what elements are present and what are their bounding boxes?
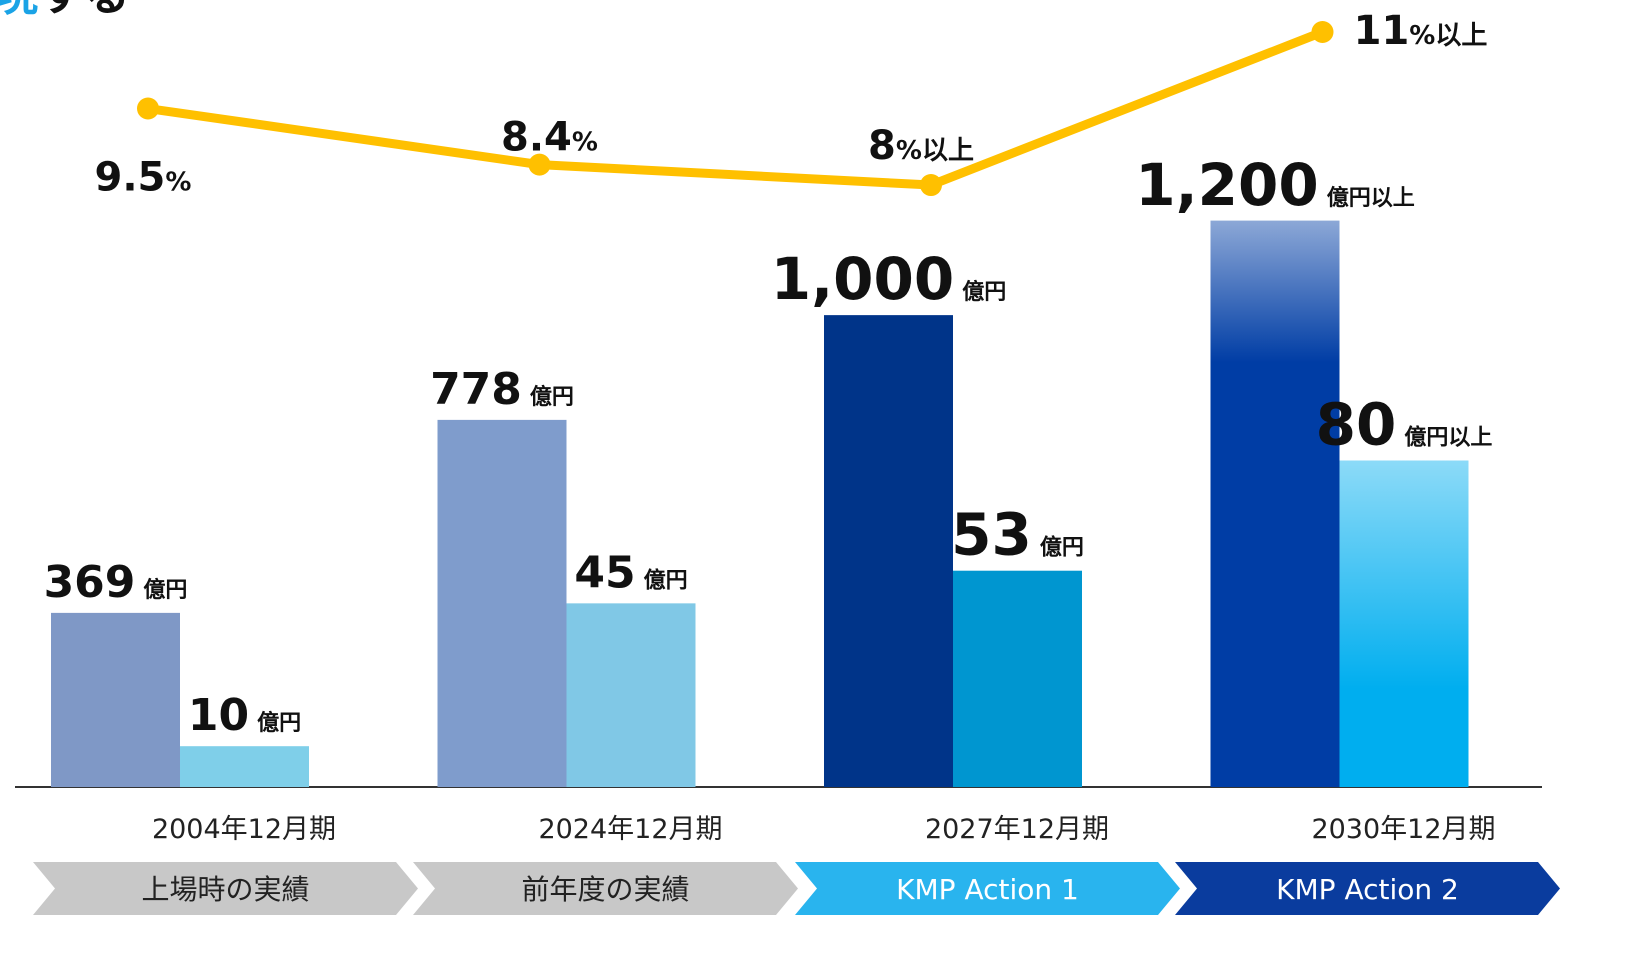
value-label: 1,200	[1135, 151, 1318, 219]
phase-arrow	[33, 862, 418, 915]
value-label: 9.5	[95, 155, 166, 201]
bar-label: 80 億円以上	[1316, 391, 1493, 459]
line-label: 8%以上	[868, 123, 974, 169]
phase-label: KMP Action 2	[1276, 873, 1459, 906]
value-label: 11	[1354, 8, 1410, 54]
unit-label: %以上	[1409, 21, 1487, 51]
phase-arrow	[1175, 862, 1560, 915]
title: 現する	[0, 0, 130, 21]
line	[147, 27, 1325, 190]
bar-label: 1,000 億円	[771, 245, 1006, 313]
title-rest: する	[38, 0, 130, 21]
unit-label: 億円	[644, 567, 688, 593]
unit-label: %	[165, 168, 191, 198]
unit-label: 億円	[530, 384, 574, 410]
bar	[437, 419, 567, 787]
line-point	[528, 153, 551, 176]
unit-label: %	[572, 128, 598, 158]
phase-label: KMP Action 1	[896, 873, 1079, 906]
value-label: 45	[574, 547, 635, 598]
phase-arrow	[795, 862, 1180, 915]
unit-label: 億円	[1040, 535, 1084, 561]
bar-label: 369 億円	[44, 557, 188, 608]
bar-sheen	[1210, 220, 1340, 363]
unit-label: 億円	[143, 577, 187, 603]
bar	[180, 746, 309, 787]
line-label: 9.5%	[95, 155, 192, 201]
line-label: 11%以上	[1354, 8, 1488, 54]
bar-label: 53 億円	[951, 501, 1084, 569]
value-label: 778	[430, 364, 522, 415]
unit-label: 億円以上	[1404, 425, 1492, 451]
unit-label: 億円以上	[1327, 185, 1415, 211]
x-tick-label: 2027年12月期	[925, 814, 1109, 845]
bar-label: 778 億円	[430, 364, 574, 415]
line-label: 8.4%	[501, 115, 598, 161]
value-label: 80	[1316, 391, 1397, 459]
bar-label: 1,200 億円以上	[1135, 151, 1414, 219]
line-point	[1311, 21, 1334, 43]
unit-label: %以上	[896, 136, 974, 166]
unit-label: 億円	[962, 279, 1006, 305]
bar-label: 45 億円	[574, 547, 687, 598]
phase-label: 上場時の実績	[141, 873, 309, 906]
phase-label: 前年度の実績	[521, 873, 689, 906]
bar	[51, 612, 180, 787]
line-point	[137, 97, 159, 120]
value-label: 8.4	[501, 115, 572, 161]
title-highlight: 現	[0, 0, 38, 21]
value-label: 8	[868, 123, 896, 169]
value-label: 1,000	[771, 245, 954, 313]
phase-arrow	[413, 862, 798, 915]
bar	[566, 603, 696, 787]
x-tick-label: 2024年12月期	[538, 814, 722, 845]
line-point	[920, 174, 942, 197]
value-label: 369	[44, 557, 136, 608]
value-label: 53	[951, 501, 1032, 569]
bar-sheen	[1339, 460, 1469, 690]
unit-label: 億円	[257, 710, 301, 736]
bar-label: 10 億円	[188, 690, 301, 741]
bar	[824, 315, 953, 787]
x-tick-label: 2030年12月期	[1311, 814, 1495, 845]
x-tick-label: 2004年12月期	[152, 814, 336, 845]
value-label: 10	[188, 690, 249, 741]
bar	[953, 570, 1082, 787]
